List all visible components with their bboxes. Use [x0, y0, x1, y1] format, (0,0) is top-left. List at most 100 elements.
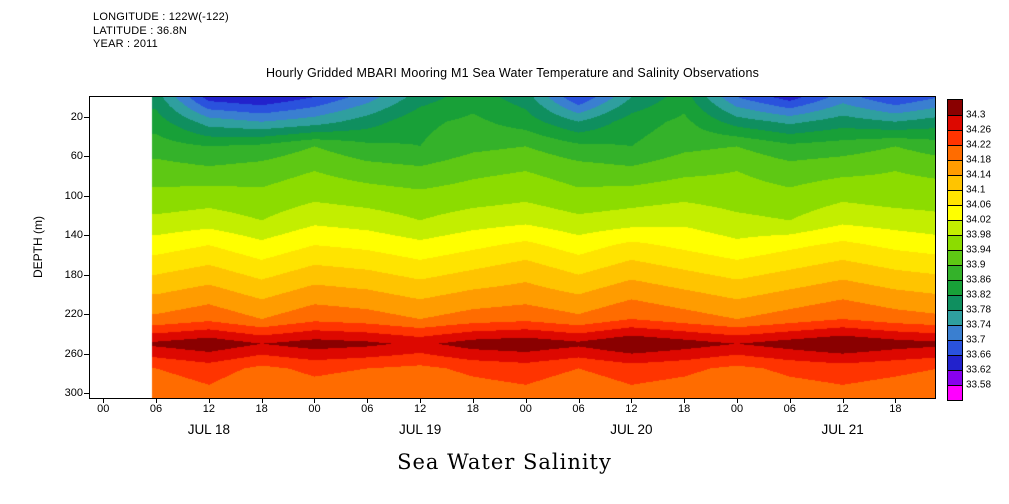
x-tick	[367, 399, 369, 403]
x-tick-label: 18	[889, 403, 902, 415]
colorbar-label: 34.1	[966, 184, 986, 196]
y-tick	[84, 235, 89, 237]
colorbar-label: 33.86	[966, 274, 992, 286]
bottom-title: Sea Water Salinity	[397, 450, 612, 474]
colorbar-cell	[948, 190, 962, 205]
colorbar-label: 34.14	[966, 169, 992, 181]
year-label: YEAR : 2011	[93, 38, 158, 50]
day-label: JUL 19	[398, 422, 442, 437]
colorbar-label: 33.9	[966, 259, 986, 271]
colorbar-label: 33.98	[966, 229, 992, 241]
colorbar-label: 34.18	[966, 154, 992, 166]
colorbar-cell	[948, 100, 962, 115]
x-tick-label: 06	[149, 403, 163, 415]
colorbar-cell	[948, 355, 962, 370]
colorbar-cell	[948, 115, 962, 130]
x-tick-label: 06	[783, 403, 796, 415]
colorbar-cell	[948, 205, 962, 220]
y-tick-label: 60	[70, 150, 83, 163]
x-tick	[472, 399, 474, 403]
x-tick	[684, 399, 686, 403]
x-tick	[261, 399, 263, 403]
day-label: JUL 18	[187, 422, 230, 437]
colorbar-label: 34.26	[966, 124, 992, 136]
x-tick	[156, 399, 158, 403]
longitude-label: LONGITUDE : 122W(-122)	[93, 11, 229, 23]
x-tick-label: 18	[466, 403, 480, 415]
y-tick-label: 300	[64, 387, 83, 400]
colorbar-cell	[948, 250, 962, 265]
colorbar-label: 34.22	[966, 139, 992, 151]
x-tick-label: 12	[202, 403, 215, 415]
y-tick	[84, 116, 89, 118]
x-tick	[631, 399, 633, 403]
day-label: JUL 20	[610, 422, 653, 437]
colorbar	[947, 99, 963, 401]
colorbar-cell	[948, 220, 962, 235]
y-tick	[84, 195, 89, 197]
colorbar-cell	[948, 385, 962, 400]
latitude-label: LATITUDE : 36.8N	[93, 24, 188, 37]
x-tick	[578, 399, 580, 403]
header-info-block: LONGITUDE : 122W(-122) LATITUDE : 36.8N …	[93, 11, 229, 52]
x-tick	[525, 399, 527, 403]
colorbar-cell	[948, 295, 962, 310]
colorbar-cell	[948, 325, 962, 340]
x-tick-label: 06	[361, 403, 374, 415]
colorbar-cell	[948, 145, 962, 160]
y-tick-label: 260	[64, 347, 83, 360]
colorbar-label: 33.78	[966, 304, 992, 316]
x-tick	[103, 399, 105, 403]
y-tick-label: 100	[64, 189, 83, 202]
x-tick-label: 12	[413, 403, 427, 415]
colorbar-cell	[948, 130, 962, 145]
colorbar-cell	[948, 310, 962, 325]
x-tick-label: 06	[572, 403, 585, 415]
colorbar-label: 33.66	[966, 349, 992, 361]
x-tick	[420, 399, 422, 403]
x-tick	[895, 399, 897, 403]
y-axis-title: DEPTH (m)	[31, 216, 45, 278]
colorbar-cell	[948, 280, 962, 295]
colorbar-label: 33.82	[966, 289, 992, 301]
colorbar-label: 33.94	[966, 244, 992, 256]
y-tick	[84, 393, 89, 395]
y-tick-label: 180	[64, 268, 83, 281]
x-tick	[208, 399, 210, 403]
y-tick-label: 140	[64, 229, 83, 242]
x-tick-label: 00	[519, 403, 532, 415]
plot-frame	[89, 96, 936, 399]
y-tick-label: 220	[64, 308, 83, 321]
colorbar-label: 33.74	[966, 319, 992, 331]
x-tick	[736, 399, 738, 403]
colorbar-cell	[948, 340, 962, 355]
x-tick-label: 12	[625, 403, 638, 415]
x-tick-label: 12	[836, 403, 849, 415]
colorbar-label: 33.62	[966, 364, 992, 376]
y-tick	[84, 156, 89, 158]
y-tick-label: 20	[70, 110, 83, 123]
colorbar-cell	[948, 175, 962, 190]
colorbar-cell	[948, 160, 962, 175]
x-tick-label: 18	[255, 403, 268, 415]
y-tick	[84, 314, 89, 316]
x-tick	[314, 399, 316, 403]
x-tick-label: 00	[97, 403, 110, 415]
salinity-heatmap-canvas	[90, 97, 935, 398]
x-tick-label: 00	[308, 403, 321, 415]
plot-title: Hourly Gridded MBARI Mooring M1 Sea Wate…	[265, 66, 760, 80]
colorbar-label: 33.58	[966, 379, 992, 391]
x-tick-label: 00	[730, 403, 744, 415]
x-tick	[842, 399, 844, 403]
x-tick-label: 18	[678, 403, 691, 415]
colorbar-cell	[948, 265, 962, 280]
colorbar-cell	[948, 370, 962, 385]
colorbar-cell	[948, 235, 962, 250]
day-label: JUL 21	[821, 422, 864, 437]
y-tick	[84, 274, 89, 276]
colorbar-label: 34.06	[966, 199, 992, 211]
colorbar-label: 33.7	[966, 334, 986, 346]
x-tick	[789, 399, 791, 403]
colorbar-label: 34.02	[966, 214, 992, 226]
